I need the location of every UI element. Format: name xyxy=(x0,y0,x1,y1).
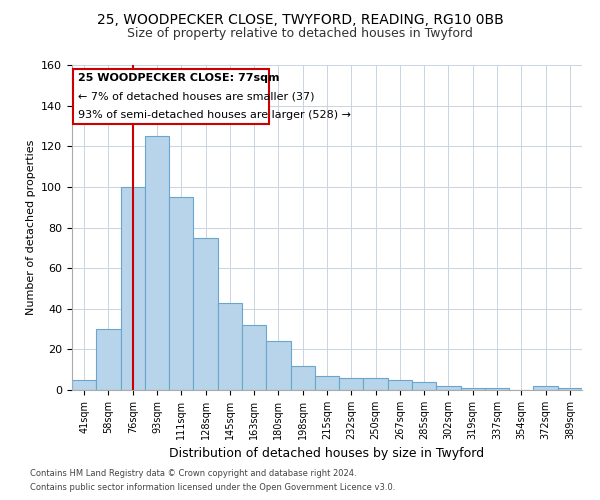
X-axis label: Distribution of detached houses by size in Twyford: Distribution of detached houses by size … xyxy=(169,448,485,460)
Text: 93% of semi-detached houses are larger (528) →: 93% of semi-detached houses are larger (… xyxy=(78,110,351,120)
Bar xyxy=(485,388,509,390)
Bar xyxy=(145,136,169,390)
Text: Contains HM Land Registry data © Crown copyright and database right 2024.: Contains HM Land Registry data © Crown c… xyxy=(30,468,356,477)
Bar xyxy=(364,378,388,390)
Bar xyxy=(388,380,412,390)
Bar xyxy=(412,382,436,390)
Bar xyxy=(533,386,558,390)
Bar xyxy=(193,238,218,390)
Bar xyxy=(218,302,242,390)
Bar xyxy=(242,325,266,390)
Text: Size of property relative to detached houses in Twyford: Size of property relative to detached ho… xyxy=(127,28,473,40)
FancyBboxPatch shape xyxy=(73,69,269,124)
Bar xyxy=(96,329,121,390)
Bar xyxy=(461,388,485,390)
Bar xyxy=(266,341,290,390)
Bar xyxy=(558,388,582,390)
Bar xyxy=(290,366,315,390)
Bar xyxy=(169,197,193,390)
Text: ← 7% of detached houses are smaller (37): ← 7% of detached houses are smaller (37) xyxy=(78,92,314,102)
Text: 25, WOODPECKER CLOSE, TWYFORD, READING, RG10 0BB: 25, WOODPECKER CLOSE, TWYFORD, READING, … xyxy=(97,12,503,26)
Bar xyxy=(436,386,461,390)
Y-axis label: Number of detached properties: Number of detached properties xyxy=(26,140,35,315)
Bar xyxy=(72,380,96,390)
Bar xyxy=(121,187,145,390)
Bar xyxy=(315,376,339,390)
Text: Contains public sector information licensed under the Open Government Licence v3: Contains public sector information licen… xyxy=(30,484,395,492)
Text: 25 WOODPECKER CLOSE: 77sqm: 25 WOODPECKER CLOSE: 77sqm xyxy=(78,73,280,83)
Bar xyxy=(339,378,364,390)
